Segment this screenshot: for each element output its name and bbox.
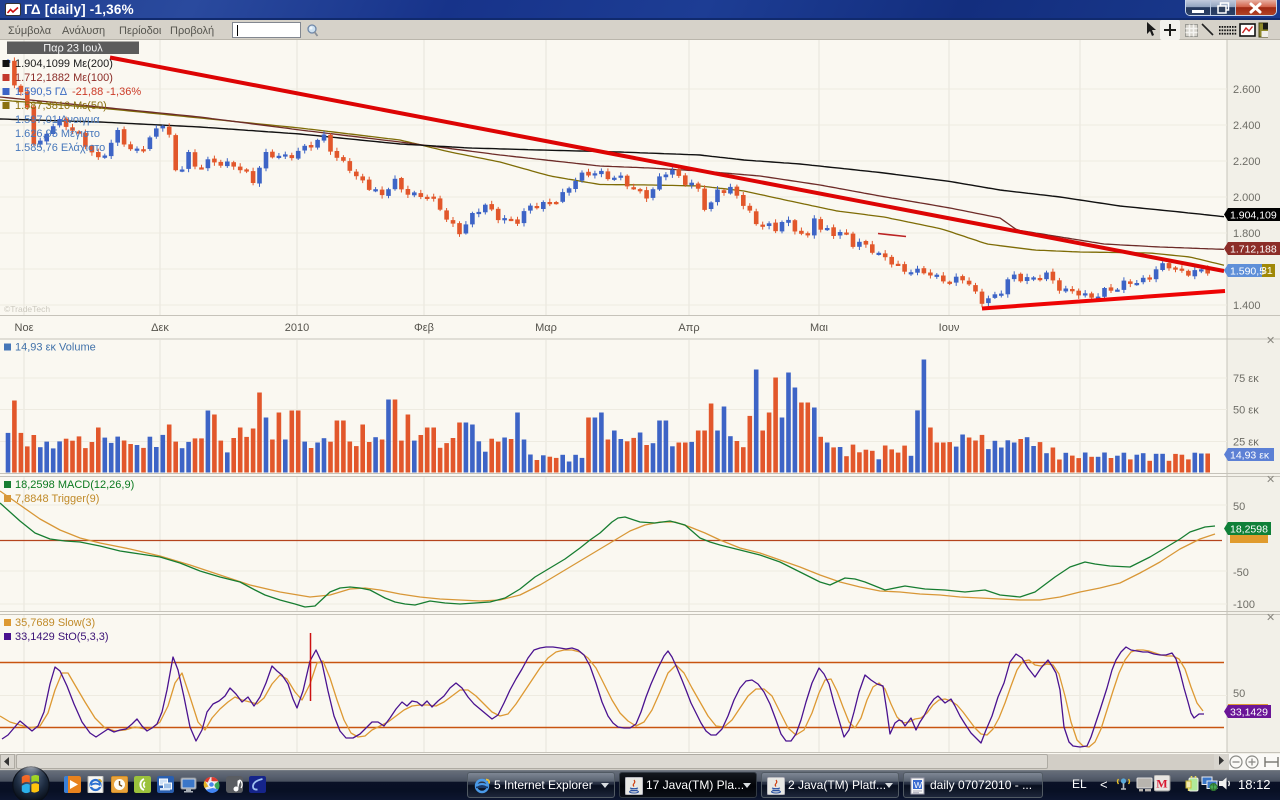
svg-text:©TradeTech: ©TradeTech <box>4 304 50 314</box>
svg-text:Απρ: Απρ <box>678 322 699 334</box>
svg-text:1.626,95 Μέγιστο: 1.626,95 Μέγιστο <box>15 128 100 140</box>
svg-text:-100: -100 <box>1233 599 1255 611</box>
svg-text:1.400: 1.400 <box>1233 300 1261 312</box>
svg-text:18,2598 MACD(12,26,9): 18,2598 MACD(12,26,9) <box>15 479 134 491</box>
svg-text:-50: -50 <box>1233 567 1249 579</box>
svg-text:75 εκ: 75 εκ <box>1233 373 1259 385</box>
svg-text:7,8848 Trigger(9): 7,8848 Trigger(9) <box>15 493 99 505</box>
svg-text:2.200: 2.200 <box>1233 156 1261 168</box>
svg-text:35,7689 Slow(3): 35,7689 Slow(3) <box>15 617 95 629</box>
svg-text:Φεβ: Φεβ <box>414 322 434 334</box>
svg-text:Παρ 23 Ιουλ: Παρ 23 Ιουλ <box>43 43 103 55</box>
svg-text:2.600: 2.600 <box>1233 84 1261 96</box>
svg-text:1.585,76 Ελάχιστο: 1.585,76 Ελάχιστο <box>15 142 105 154</box>
svg-text:W: W <box>914 780 922 790</box>
svg-text:50 εκ: 50 εκ <box>1233 405 1259 417</box>
svg-text:14,93 εκ Volume: 14,93 εκ Volume <box>15 342 96 354</box>
svg-text:50: 50 <box>1233 501 1245 513</box>
svg-text:✕: ✕ <box>1266 612 1275 624</box>
svg-text:14,93 εκ: 14,93 εκ <box>1230 449 1270 461</box>
svg-text:Ιουν: Ιουν <box>939 322 960 334</box>
svg-text:50: 50 <box>1233 688 1245 700</box>
svg-text:M: M <box>1156 777 1167 791</box>
svg-text:Νοε: Νοε <box>15 322 34 334</box>
svg-text:1.590,5 ΓΔ: 1.590,5 ΓΔ <box>15 86 68 98</box>
svg-text:25 εκ: 25 εκ <box>1233 437 1259 449</box>
svg-text:1.800: 1.800 <box>1233 228 1261 240</box>
svg-text:-21,88 -1,36%: -21,88 -1,36% <box>72 86 141 98</box>
svg-text:1.712,1882 Με(100): 1.712,1882 Με(100) <box>15 72 113 84</box>
svg-text:2.400: 2.400 <box>1233 120 1261 132</box>
svg-text:Δεκ: Δεκ <box>151 322 169 334</box>
svg-text:2.000: 2.000 <box>1233 192 1261 204</box>
svg-text:✕: ✕ <box>1266 335 1275 347</box>
svg-text:18,2598: 18,2598 <box>1230 523 1268 535</box>
svg-text:1.597,01 Ανοιγμα: 1.597,01 Ανοιγμα <box>15 114 100 126</box>
svg-text:1.904,1099 Με(200): 1.904,1099 Με(200) <box>15 58 113 70</box>
svg-text:1.590,5: 1.590,5 <box>1230 265 1265 277</box>
svg-text:Μαρ: Μαρ <box>535 322 557 334</box>
svg-text:1.587,3816 Με(50): 1.587,3816 Με(50) <box>15 100 107 112</box>
svg-text:33,1429 StO(5,3,3): 33,1429 StO(5,3,3) <box>15 631 109 643</box>
svg-text:✕: ✕ <box>1266 474 1275 486</box>
svg-text:81: 81 <box>1261 265 1273 277</box>
svg-text:Μαι: Μαι <box>810 322 829 334</box>
svg-text:33,1429: 33,1429 <box>1230 706 1268 718</box>
svg-text:1.904,109: 1.904,109 <box>1230 209 1277 221</box>
svg-text:1.712,188: 1.712,188 <box>1230 243 1277 255</box>
svg-text:2010: 2010 <box>285 322 309 334</box>
